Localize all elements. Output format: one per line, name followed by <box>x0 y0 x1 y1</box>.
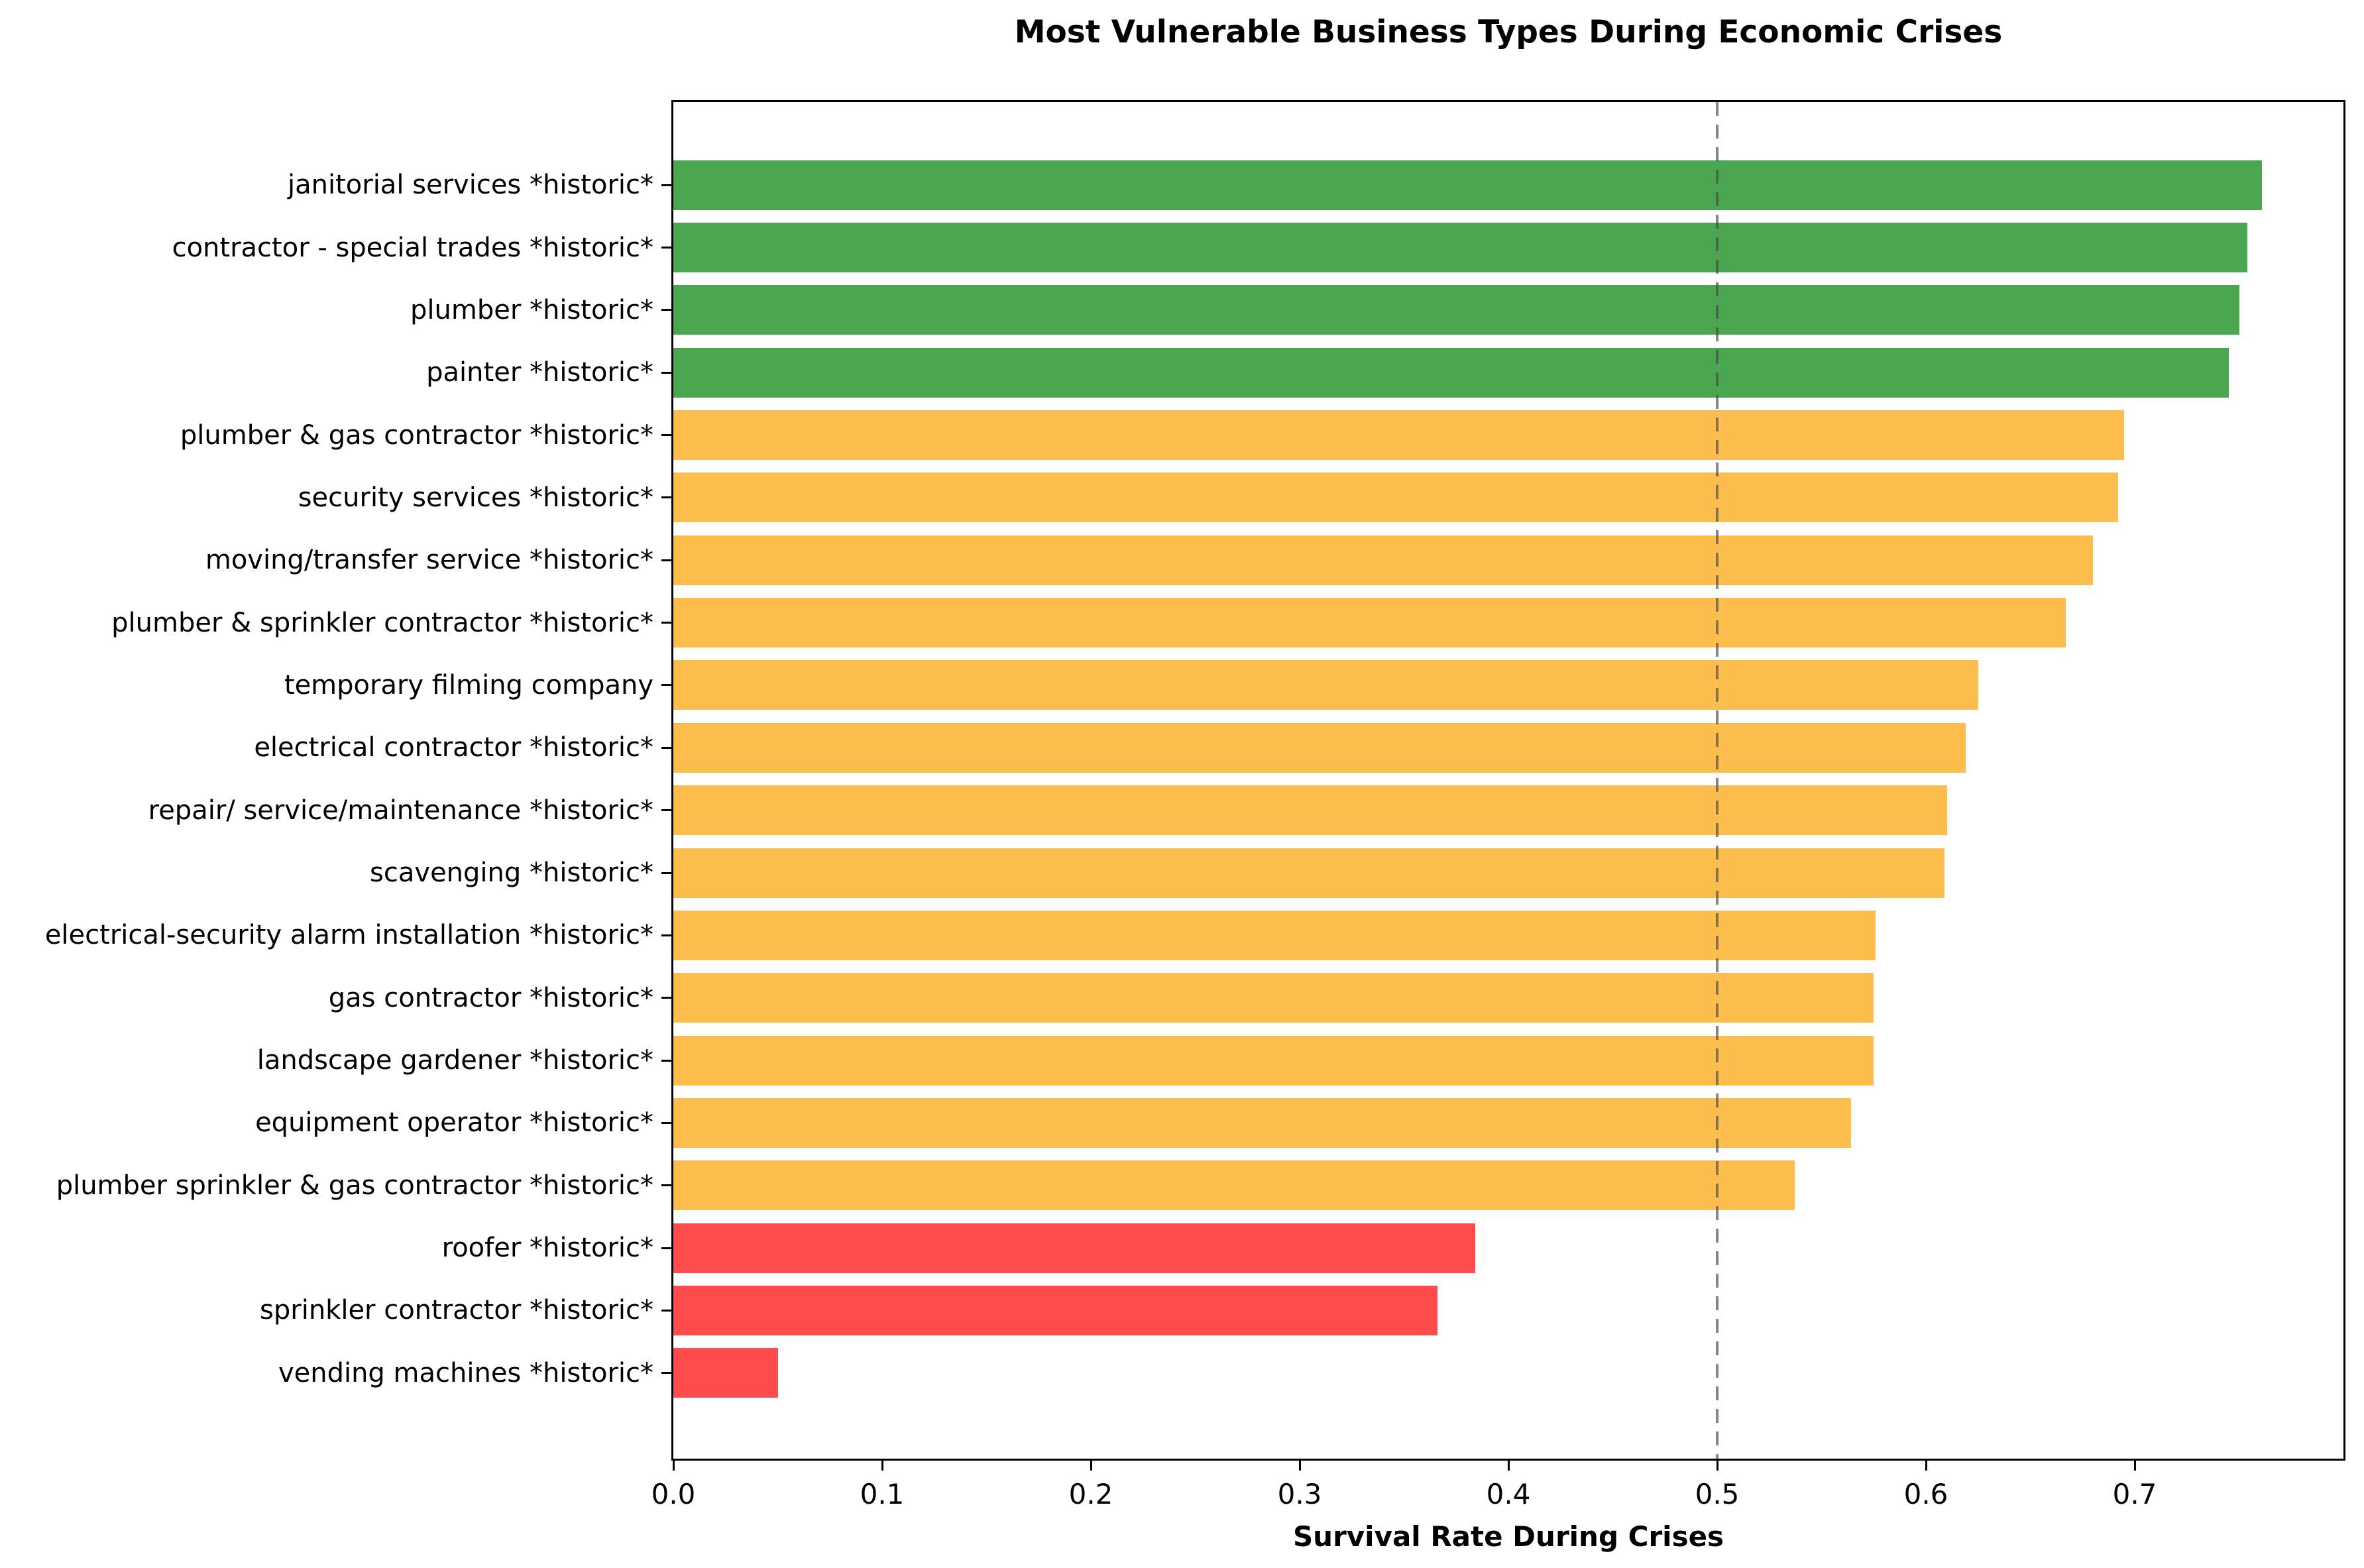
x-tick-label: 0.5 <box>1695 1478 1740 1510</box>
bar <box>673 285 2239 335</box>
y-tick-label: temporary filming company <box>284 669 653 700</box>
x-tick-label: 0.0 <box>651 1478 696 1510</box>
threshold-line <box>1716 102 1718 1459</box>
y-tick-label: plumber & gas contractor *historic* <box>180 420 653 451</box>
bar <box>673 660 1978 710</box>
x-tick-label: 0.4 <box>1486 1478 1531 1510</box>
x-tick-mark <box>1925 1461 1927 1471</box>
y-tick-label: landscape gardener *historic* <box>256 1045 653 1076</box>
bar <box>673 848 1945 898</box>
y-tick-mark <box>661 997 671 999</box>
y-tick-mark <box>661 622 671 624</box>
y-tick-label: moving/transfer service *historic* <box>205 545 653 576</box>
bar <box>673 535 2093 585</box>
y-tick-mark <box>661 1059 671 1062</box>
bar <box>673 1285 1437 1335</box>
bar <box>673 1348 778 1398</box>
x-tick-label: 0.7 <box>2112 1478 2157 1510</box>
y-tick-mark <box>661 684 671 687</box>
y-tick-mark <box>661 871 671 874</box>
x-tick-mark <box>2133 1461 2136 1471</box>
y-tick-mark <box>661 371 671 374</box>
y-tick-label: painter *historic* <box>426 357 653 388</box>
x-axis-label: Survival Rate During Crises <box>1292 1520 1724 1553</box>
y-tick-mark <box>661 746 671 749</box>
bar <box>673 473 2118 523</box>
x-tick-mark <box>1090 1461 1092 1471</box>
y-tick-mark <box>661 934 671 936</box>
bar <box>673 410 2125 461</box>
y-tick-label: sprinkler contractor *historic* <box>260 1295 653 1326</box>
y-tick-label: electrical contractor *historic* <box>254 732 653 763</box>
y-tick-label: roofer *historic* <box>441 1233 653 1264</box>
bar <box>673 347 2229 398</box>
y-tick-label: contractor - special trades *historic* <box>172 232 653 263</box>
y-tick-label: vending machines *historic* <box>278 1357 653 1388</box>
y-tick-mark <box>661 434 671 437</box>
y-tick-label: security services *historic* <box>298 482 653 513</box>
bar <box>673 1223 1475 1273</box>
y-tick-label: gas contractor *historic* <box>328 982 653 1013</box>
bar <box>673 973 1874 1023</box>
y-tick-label: scavenging *historic* <box>370 858 653 889</box>
y-tick-label: janitorial services *historic* <box>288 170 653 201</box>
bar <box>673 785 1947 836</box>
y-tick-mark <box>661 1184 671 1187</box>
x-tick-mark <box>672 1461 675 1471</box>
y-tick-mark <box>661 1372 671 1374</box>
bar <box>673 1160 1795 1211</box>
y-tick-label: equipment operator *historic* <box>255 1107 653 1139</box>
y-tick-mark <box>661 496 671 499</box>
y-tick-mark <box>661 809 671 812</box>
x-tick-label: 0.2 <box>1068 1478 1113 1510</box>
x-tick-mark <box>881 1461 883 1471</box>
y-tick-mark <box>661 309 671 311</box>
y-tick-label: plumber sprinkler & gas contractor *hist… <box>56 1170 653 1201</box>
y-tick-label: electrical-security alarm installation *… <box>44 920 653 951</box>
bar <box>673 160 2263 210</box>
bar <box>673 722 1966 773</box>
y-tick-label: plumber & sprinkler contractor *historic… <box>111 607 653 638</box>
x-tick-label: 0.3 <box>1277 1478 1322 1510</box>
y-tick-mark <box>661 1121 671 1124</box>
y-tick-mark <box>661 1309 671 1312</box>
y-tick-mark <box>661 184 671 186</box>
bar <box>673 910 1876 960</box>
bar <box>673 223 2248 273</box>
bar <box>673 1097 1851 1148</box>
y-tick-mark <box>661 247 671 249</box>
y-tick-label: plumber *historic* <box>410 294 653 325</box>
y-tick-mark <box>661 559 671 561</box>
y-tick-label: repair/ service/maintenance *historic* <box>148 795 653 826</box>
x-tick-mark <box>1298 1461 1301 1471</box>
x-tick-label: 0.6 <box>1903 1478 1948 1510</box>
bar <box>673 598 2066 648</box>
x-tick-mark <box>1716 1461 1718 1471</box>
y-tick-mark <box>661 1247 671 1249</box>
x-tick-mark <box>1507 1461 1510 1471</box>
plot-area <box>671 100 2345 1461</box>
bar <box>673 1035 1874 1086</box>
x-tick-label: 0.1 <box>860 1478 905 1510</box>
chart-title: Most Vulnerable Business Types During Ec… <box>1014 14 2003 50</box>
